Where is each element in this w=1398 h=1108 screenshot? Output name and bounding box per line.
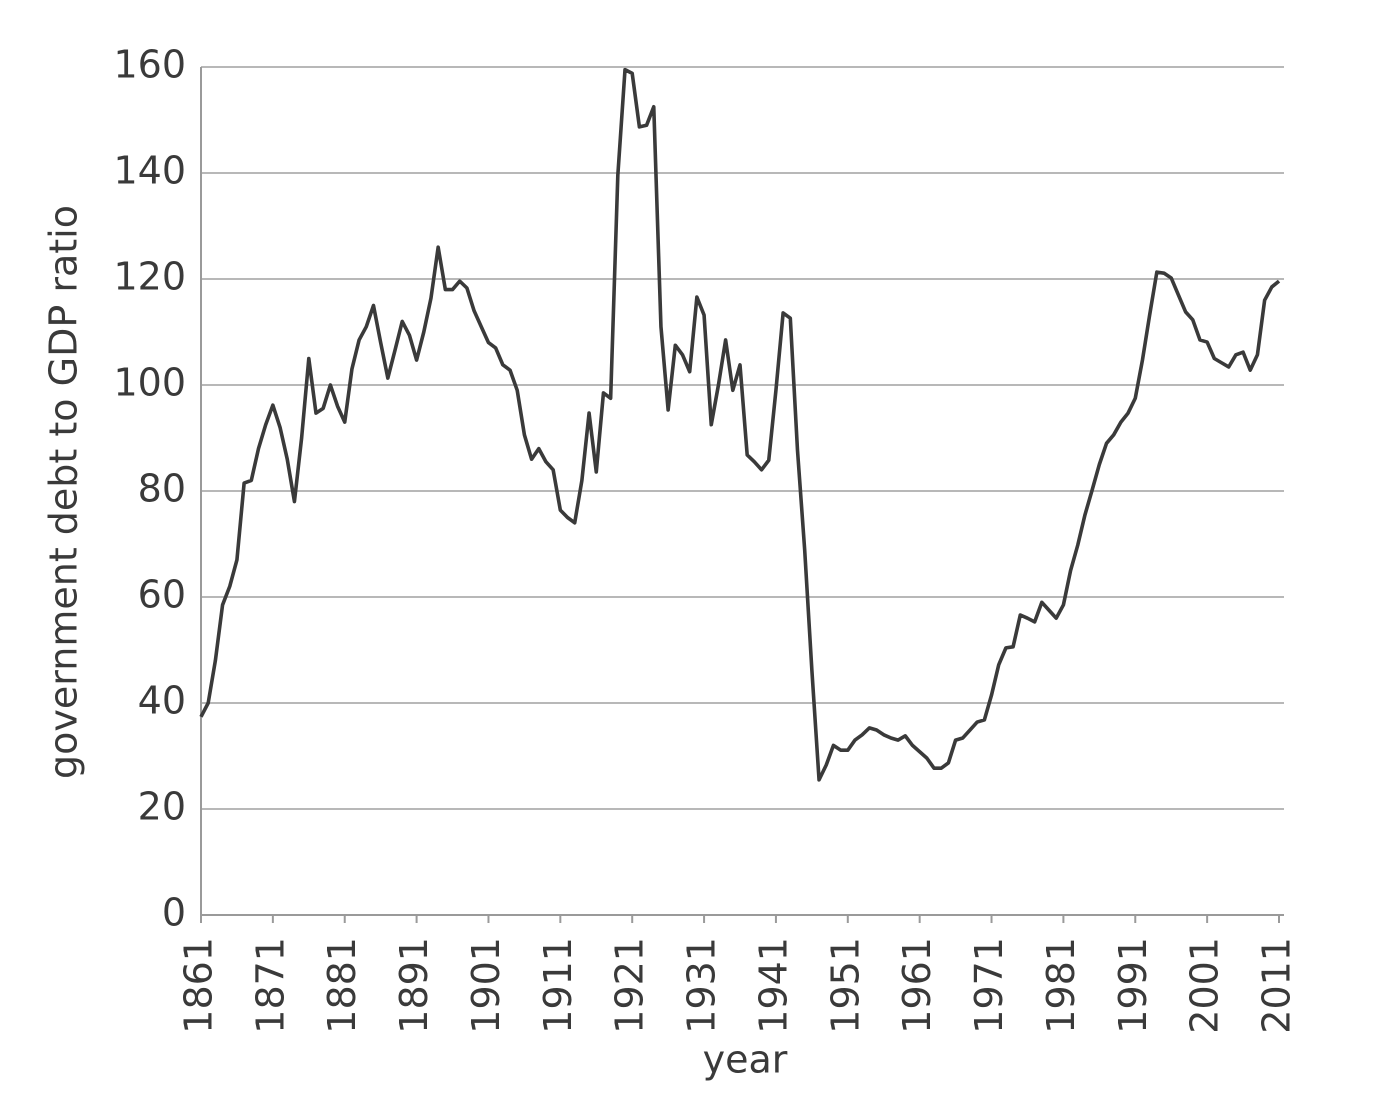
x-tick-label: 1921 [608, 937, 652, 1034]
x-tick-label: 1941 [751, 937, 795, 1034]
y-tick-label: 80 [138, 467, 186, 511]
y-tick-label: 120 [113, 255, 186, 299]
y-tick-label: 20 [138, 785, 186, 829]
x-tick-label: 1871 [248, 937, 292, 1034]
y-tick-label: 160 [113, 43, 186, 87]
x-tick-label: 1961 [895, 937, 939, 1034]
x-tick-label: 1891 [392, 937, 436, 1034]
y-tick-label: 140 [113, 149, 186, 193]
x-tick-label: 2011 [1255, 937, 1299, 1034]
y-tick-label: 60 [138, 573, 186, 617]
x-tick-label: 1951 [823, 937, 867, 1034]
y-tick-label: 100 [113, 361, 186, 405]
x-tick-label: 1911 [536, 937, 580, 1034]
x-tick-label: 1981 [1039, 937, 1083, 1034]
x-tick-label: 1991 [1111, 937, 1155, 1034]
x-tick-label: 1931 [680, 937, 724, 1034]
y-axis-label: government debt to GDP ratio [42, 205, 86, 779]
x-tick-label: 1861 [177, 937, 221, 1034]
x-tick-label: 1881 [320, 937, 364, 1034]
x-tick-label: 1971 [967, 937, 1011, 1034]
data-line [199, 67, 1281, 782]
y-tick-label: 40 [138, 679, 186, 723]
y-tick-label: 0 [162, 891, 186, 935]
x-axis-label: year [703, 1038, 788, 1082]
x-tick-label: 2001 [1183, 937, 1227, 1034]
x-tick-label: 1901 [464, 937, 508, 1034]
